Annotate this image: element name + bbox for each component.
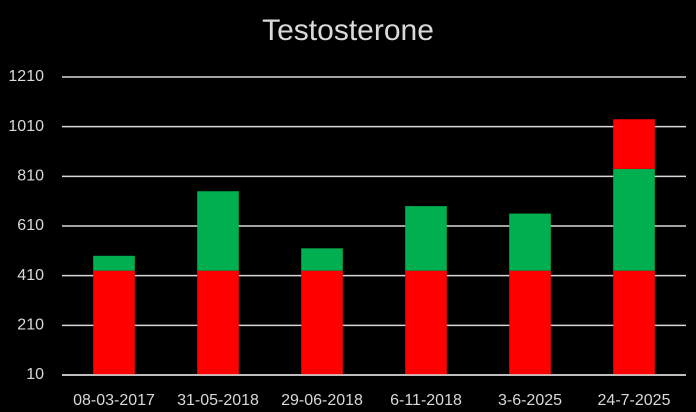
y-tick-label: 1010 — [8, 118, 44, 135]
y-tick-label: 10 — [26, 366, 44, 383]
bar-segment — [197, 191, 239, 271]
bar-segment — [405, 206, 447, 271]
x-tick-label: 31-05-2018 — [177, 392, 259, 409]
y-tick-label: 410 — [17, 267, 44, 284]
x-tick-label: 3-6-2025 — [498, 392, 562, 409]
y-tick-label: 610 — [17, 217, 44, 234]
bar-segment — [613, 119, 655, 169]
y-tick-label: 810 — [17, 168, 44, 185]
x-tick-label: 29-06-2018 — [281, 392, 363, 409]
bar-segment — [509, 213, 551, 271]
bar-segment — [93, 270, 135, 375]
y-tick-label: 1210 — [8, 68, 44, 85]
y-tick-label: 210 — [17, 317, 44, 334]
chart-title: Testosterone — [262, 14, 434, 47]
x-tick-label: 08-03-2017 — [73, 392, 155, 409]
x-tick-label: 24-7-2025 — [598, 392, 671, 409]
bar-segment — [301, 248, 343, 271]
bar-segment — [613, 270, 655, 375]
bar-segment — [509, 270, 551, 375]
bar-segment — [405, 270, 447, 375]
bar-segment — [93, 255, 135, 271]
bar-segment — [197, 270, 239, 375]
x-tick-label: 6-11-2018 — [390, 392, 462, 409]
bar-segment — [613, 168, 655, 271]
bar-segment — [301, 270, 343, 375]
